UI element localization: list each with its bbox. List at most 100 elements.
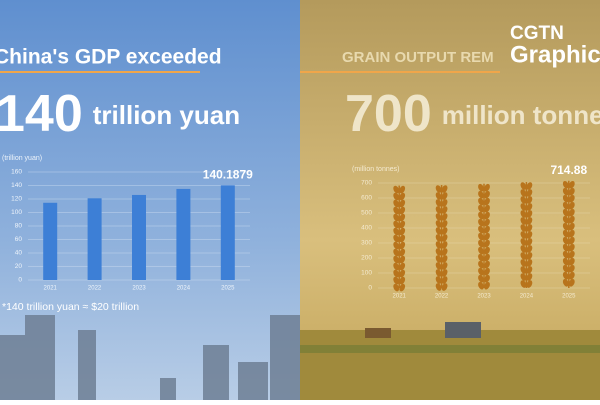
wheat-kernel [399,192,406,201]
wheat-kernel [520,273,527,281]
wheat-kernel [393,241,400,250]
wheat-kernel [478,260,484,269]
wheat-kernel [484,281,490,290]
wheat-kernel [526,252,533,260]
wheat-kernel [562,264,569,273]
wheat-kernel [568,194,575,203]
wheat-kernel [520,266,527,274]
wheat-kernel [526,217,533,225]
wheat-kernel [435,276,442,284]
wheat-kernel [478,190,484,199]
wheat-kernel [520,224,527,232]
wheat-kernel [520,231,527,239]
wheat-kernel [393,206,400,215]
y-tick-label: 500 [361,210,372,217]
headline: 700 million tonnes [345,85,600,143]
wheat-kernel [435,220,442,228]
wheat-kernel [393,269,400,278]
wheat-kernel [441,276,448,284]
x-tick-label: 2023 [132,286,146,292]
wheat-kernel [441,241,448,249]
y-axis-label: (million tonnes) [352,166,399,173]
city-skyline [0,315,300,400]
wheat-kernel [399,262,406,271]
wheat-kernel [478,225,484,234]
x-tick-label: 2024 [177,286,191,292]
wheat-kernel [393,199,400,208]
headline-unit: million tonnes [442,100,600,130]
y-tick-label: 140 [11,182,22,189]
wheat-kernel [484,204,490,213]
wheat-kernel [520,217,527,225]
wheat-kernel [435,241,442,249]
wheat-kernel [399,248,406,257]
wheat-kernel [484,239,490,248]
wheat-kernel [526,280,533,288]
wheat-kernel [484,211,490,220]
wheat-kernel [520,252,527,260]
wheat-kernel [568,264,575,273]
wheat-kernel [435,262,442,270]
wheat-kernel [520,210,527,218]
wheat-kernel [484,260,490,269]
wheat-kernel [478,218,484,227]
footnote: *140 trillion yuan ≈ $20 trillion [2,301,139,313]
wheat-kernel [526,231,533,239]
wheat-bar [393,185,406,292]
y-tick-label: 80 [15,223,23,230]
wheat-kernel [393,255,400,264]
wheat-kernel [562,229,569,238]
wheat-kernel [478,253,484,262]
title: China's GDP exceeded [0,46,222,69]
wheat-kernel [484,183,490,192]
wheat-kernel [526,196,533,204]
x-tick-label: 2021 [44,286,58,292]
x-tick-label: 2024 [520,294,534,300]
wheat-kernel [435,255,442,263]
y-axis-label: (trillion yuan) [2,155,42,162]
wheat-kernel [435,283,442,291]
wheat-kernel [526,203,533,211]
wheat-kernel [393,213,400,222]
wheat-kernel [484,253,490,262]
wheat-kernel [441,269,448,277]
wheat-kernel [393,276,400,285]
wheat-kernel [393,262,400,271]
wheat-kernel [399,220,406,229]
wheat-kernel [441,220,448,228]
wheat-kernel [562,208,569,217]
wheat-kernel [520,182,527,190]
wheat-kernel [526,238,533,246]
wheat-kernel [484,190,490,199]
y-tick-label: 300 [361,240,372,247]
wheat-kernel [478,232,484,241]
wheat-kernel [562,278,569,287]
y-tick-label: 120 [11,196,22,203]
wheat-kernel [562,257,569,266]
wheat-kernel [435,248,442,256]
bar [87,198,102,280]
y-tick-label: 40 [15,250,23,257]
wheat-kernel [441,227,448,235]
wheat-kernel [478,281,484,290]
wheat-kernel [478,197,484,206]
wheat-kernel [435,192,442,200]
wheat-kernel [399,283,406,292]
y-tick-label: 0 [368,285,372,292]
wheat-kernel [435,234,442,242]
wheat-kernel [399,206,406,215]
wheat-kernel [441,248,448,256]
wheat-kernel [526,266,533,274]
wheat-kernel [568,257,575,266]
wheat-kernel [441,199,448,207]
brand-name: CGTN [510,23,564,44]
wheat-kernel [399,227,406,236]
wheat-kernel [393,192,400,201]
wheat-kernel [399,269,406,278]
y-tick-label: 60 [15,236,23,243]
wheat-kernel [520,189,527,197]
wheat-kernel [520,196,527,204]
x-tick-label: 2025 [221,286,235,292]
wheat-kernel [441,234,448,242]
wheat-kernel [399,213,406,222]
